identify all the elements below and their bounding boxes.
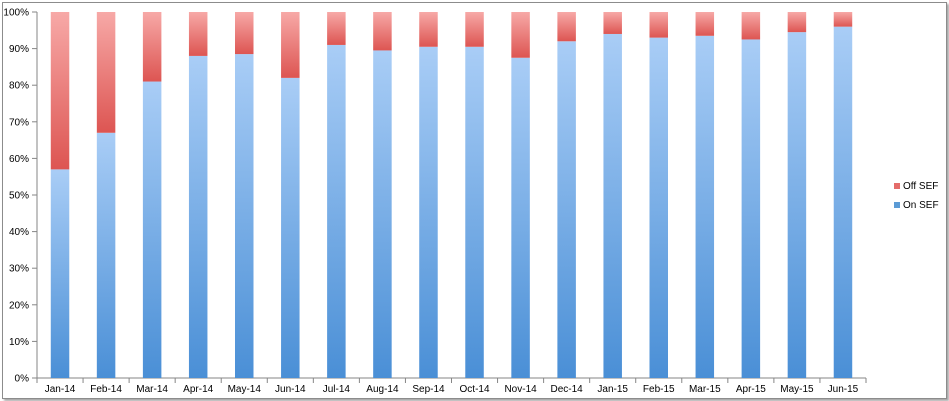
- bar-on-sef: [511, 57, 530, 378]
- legend-label: On SEF: [903, 200, 939, 211]
- y-tick-label: 0%: [15, 374, 30, 385]
- x-tick-label: Jan-14: [45, 384, 76, 395]
- bar-on-sef: [188, 55, 208, 379]
- bar-on-sef: [235, 54, 254, 379]
- bar-on-sef: [557, 41, 576, 378]
- bar-on-sef: [142, 81, 162, 378]
- y-tick-label: 40%: [9, 227, 29, 238]
- bar-off-sef: [557, 12, 576, 42]
- bar-off-sef: [419, 12, 438, 47]
- y-tick-label: 10%: [9, 337, 29, 348]
- bar-off-sef: [188, 12, 208, 56]
- bar-off-sef: [96, 12, 116, 133]
- y-tick-label: 80%: [9, 81, 29, 92]
- x-tick-label: Nov-14: [504, 384, 537, 395]
- bar-on-sef: [833, 26, 853, 378]
- legend: Off SEF On SEF: [894, 181, 939, 211]
- bar-off-sef: [235, 12, 254, 55]
- x-tick-label: Aug-14: [366, 384, 399, 395]
- bar-off-sef: [373, 12, 392, 51]
- x-tick-label: Apr-15: [736, 384, 766, 395]
- bar-off-sef: [695, 12, 715, 36]
- bar-off-sef: [603, 12, 622, 34]
- bar-off-sef: [281, 12, 300, 78]
- bar-on-sef: [50, 169, 70, 378]
- x-tick-label: May-14: [228, 384, 262, 395]
- y-tick-label: 30%: [9, 264, 29, 275]
- y-tick-label: 100%: [3, 8, 29, 19]
- x-tick-label: Jan-15: [597, 384, 628, 395]
- bar-off-sef: [465, 12, 484, 47]
- x-tick-label: Dec-14: [551, 384, 584, 395]
- bar-on-sef: [741, 39, 761, 378]
- x-tick-label: Feb-14: [90, 384, 122, 395]
- x-tick-label: Apr-14: [183, 384, 213, 395]
- y-tick-label: 20%: [9, 300, 29, 311]
- x-tick-label: Feb-15: [643, 384, 675, 395]
- y-tick-label: 90%: [9, 44, 29, 55]
- bar-on-sef: [695, 35, 715, 378]
- bar-off-sef: [327, 12, 346, 45]
- bar-on-sef: [419, 46, 438, 379]
- bar-off-sef: [787, 12, 807, 33]
- bar-off-sef: [649, 12, 668, 38]
- plot-area: 0% 10% 20% 30% 40% 50% 60% 70% 80% 90% 100% Jan-14 F…: [3, 8, 867, 395]
- bar-on-sef: [787, 32, 807, 378]
- x-tick-label: Mar-14: [136, 384, 168, 395]
- y-tick-label: 50%: [9, 191, 29, 202]
- bar-off-sef: [142, 12, 162, 82]
- x-tick-label: Jun-14: [275, 384, 306, 395]
- legend-swatch: [894, 183, 900, 189]
- bar-on-sef: [465, 46, 484, 379]
- bar-on-sef: [373, 50, 392, 379]
- x-tick-label: Mar-15: [689, 384, 721, 395]
- bar-on-sef: [603, 33, 622, 379]
- x-tick-label: May-15: [780, 384, 814, 395]
- legend-swatch: [894, 202, 900, 208]
- x-tick-label: Sep-14: [412, 384, 445, 395]
- y-tick-label: 60%: [9, 154, 29, 165]
- x-tick-label: Jun-15: [828, 384, 859, 395]
- x-tick-label: Oct-14: [460, 384, 490, 395]
- legend-label: Off SEF: [903, 181, 938, 192]
- x-tick-label: Jul-14: [323, 384, 351, 395]
- bar-off-sef: [511, 12, 530, 58]
- bar-on-sef: [96, 132, 116, 378]
- bar-off-sef: [833, 12, 853, 27]
- bar-off-sef: [50, 12, 70, 170]
- bar-on-sef: [281, 77, 300, 378]
- bar-on-sef: [649, 37, 668, 379]
- bar-on-sef: [327, 44, 346, 378]
- bar-off-sef: [741, 12, 761, 40]
- y-tick-label: 70%: [9, 117, 29, 128]
